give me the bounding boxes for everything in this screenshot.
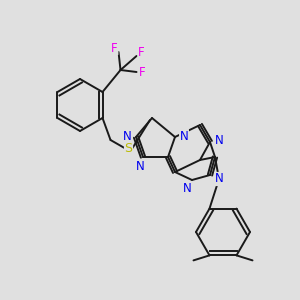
Text: F: F xyxy=(139,67,146,80)
Text: N: N xyxy=(123,130,131,142)
Text: N: N xyxy=(214,172,224,185)
Text: N: N xyxy=(180,130,188,142)
Text: F: F xyxy=(138,46,145,59)
Text: N: N xyxy=(214,134,224,148)
Text: N: N xyxy=(183,182,191,196)
Text: F: F xyxy=(111,41,118,55)
Text: S: S xyxy=(124,142,133,154)
Text: N: N xyxy=(136,160,144,172)
